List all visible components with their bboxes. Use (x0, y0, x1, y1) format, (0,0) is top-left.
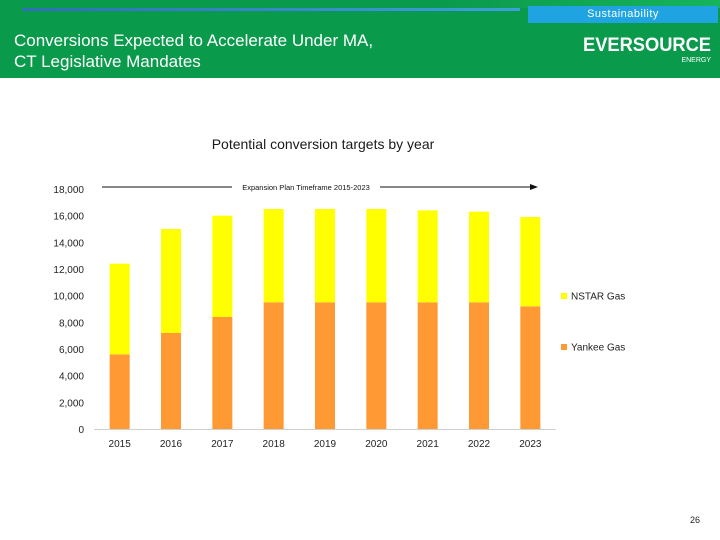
bar-nstar-gas (366, 209, 387, 303)
bar-yankee-gas (315, 302, 335, 429)
x-tick-label: 2023 (519, 439, 542, 450)
eversource-logo: EVERSOURCE ENERGY (583, 35, 711, 64)
chart-title: Potential conversion targets by year (211, 136, 435, 152)
page-number: 26 (689, 515, 700, 525)
x-tick-label: 2020 (365, 439, 388, 450)
x-tick-label: 2015 (109, 439, 132, 450)
logo-subtext: ENERGY (681, 57, 711, 64)
bar-yankee-gas (469, 302, 489, 429)
logo-text: EVERSOURCE (583, 35, 711, 56)
annotation-arrowhead (530, 184, 538, 190)
x-tick-label: 2021 (417, 439, 440, 450)
legend-label: NSTAR Gas (571, 292, 625, 303)
annotation-label: Expansion Plan Timeframe 2015-2023 (242, 183, 370, 192)
bar-yankee-gas (109, 354, 130, 429)
header-stripe (22, 8, 520, 11)
section-tab: Sustainability (528, 6, 718, 23)
y-tick-label: 12,000 (53, 265, 84, 276)
bar-nstar-gas (109, 263, 130, 355)
bar-nstar-gas (161, 229, 181, 333)
y-tick-label: 4,000 (59, 372, 84, 383)
slide-title: Conversions Expected to Accelerate Under… (14, 30, 484, 72)
y-tick-label: 6,000 (59, 345, 84, 356)
y-tick-label: 2,000 (59, 398, 84, 409)
x-tick-label: 2019 (314, 439, 337, 450)
bar-nstar-gas (469, 211, 489, 303)
bar-nstar-gas (417, 210, 438, 303)
y-tick-label: 18,000 (53, 185, 84, 196)
header-stripe-fade (440, 0, 720, 8)
x-tick-label: 2018 (263, 439, 286, 450)
x-tick-label: 2017 (211, 439, 234, 450)
y-tick-label: 10,000 (53, 292, 84, 303)
x-tick-label: 2016 (160, 439, 183, 450)
y-tick-label: 14,000 (53, 238, 84, 249)
x-tick-label: 2022 (468, 439, 491, 450)
bar-nstar-gas (263, 209, 284, 303)
legend-label: Yankee Gas (571, 343, 625, 354)
y-tick-label: 16,000 (53, 212, 84, 223)
y-tick-label: 8,000 (59, 318, 84, 329)
header-bar: Sustainability Conversions Expected to A… (0, 0, 720, 78)
y-tick-label: 0 (78, 425, 84, 436)
legend-swatch (561, 293, 567, 299)
bar-yankee-gas (161, 333, 181, 429)
bar-nstar-gas (520, 217, 541, 307)
bar-yankee-gas (520, 306, 541, 429)
bar-yankee-gas (263, 302, 284, 429)
slide-title-line2: CT Legislative Mandates (14, 52, 201, 71)
bar-nstar-gas (212, 215, 233, 317)
slide-title-line1: Conversions Expected to Accelerate Under… (14, 31, 374, 50)
legend-swatch (561, 344, 567, 350)
bar-yankee-gas (212, 317, 233, 429)
bar-nstar-gas (315, 209, 335, 303)
bar-yankee-gas (417, 302, 438, 429)
bar-yankee-gas (366, 302, 387, 429)
